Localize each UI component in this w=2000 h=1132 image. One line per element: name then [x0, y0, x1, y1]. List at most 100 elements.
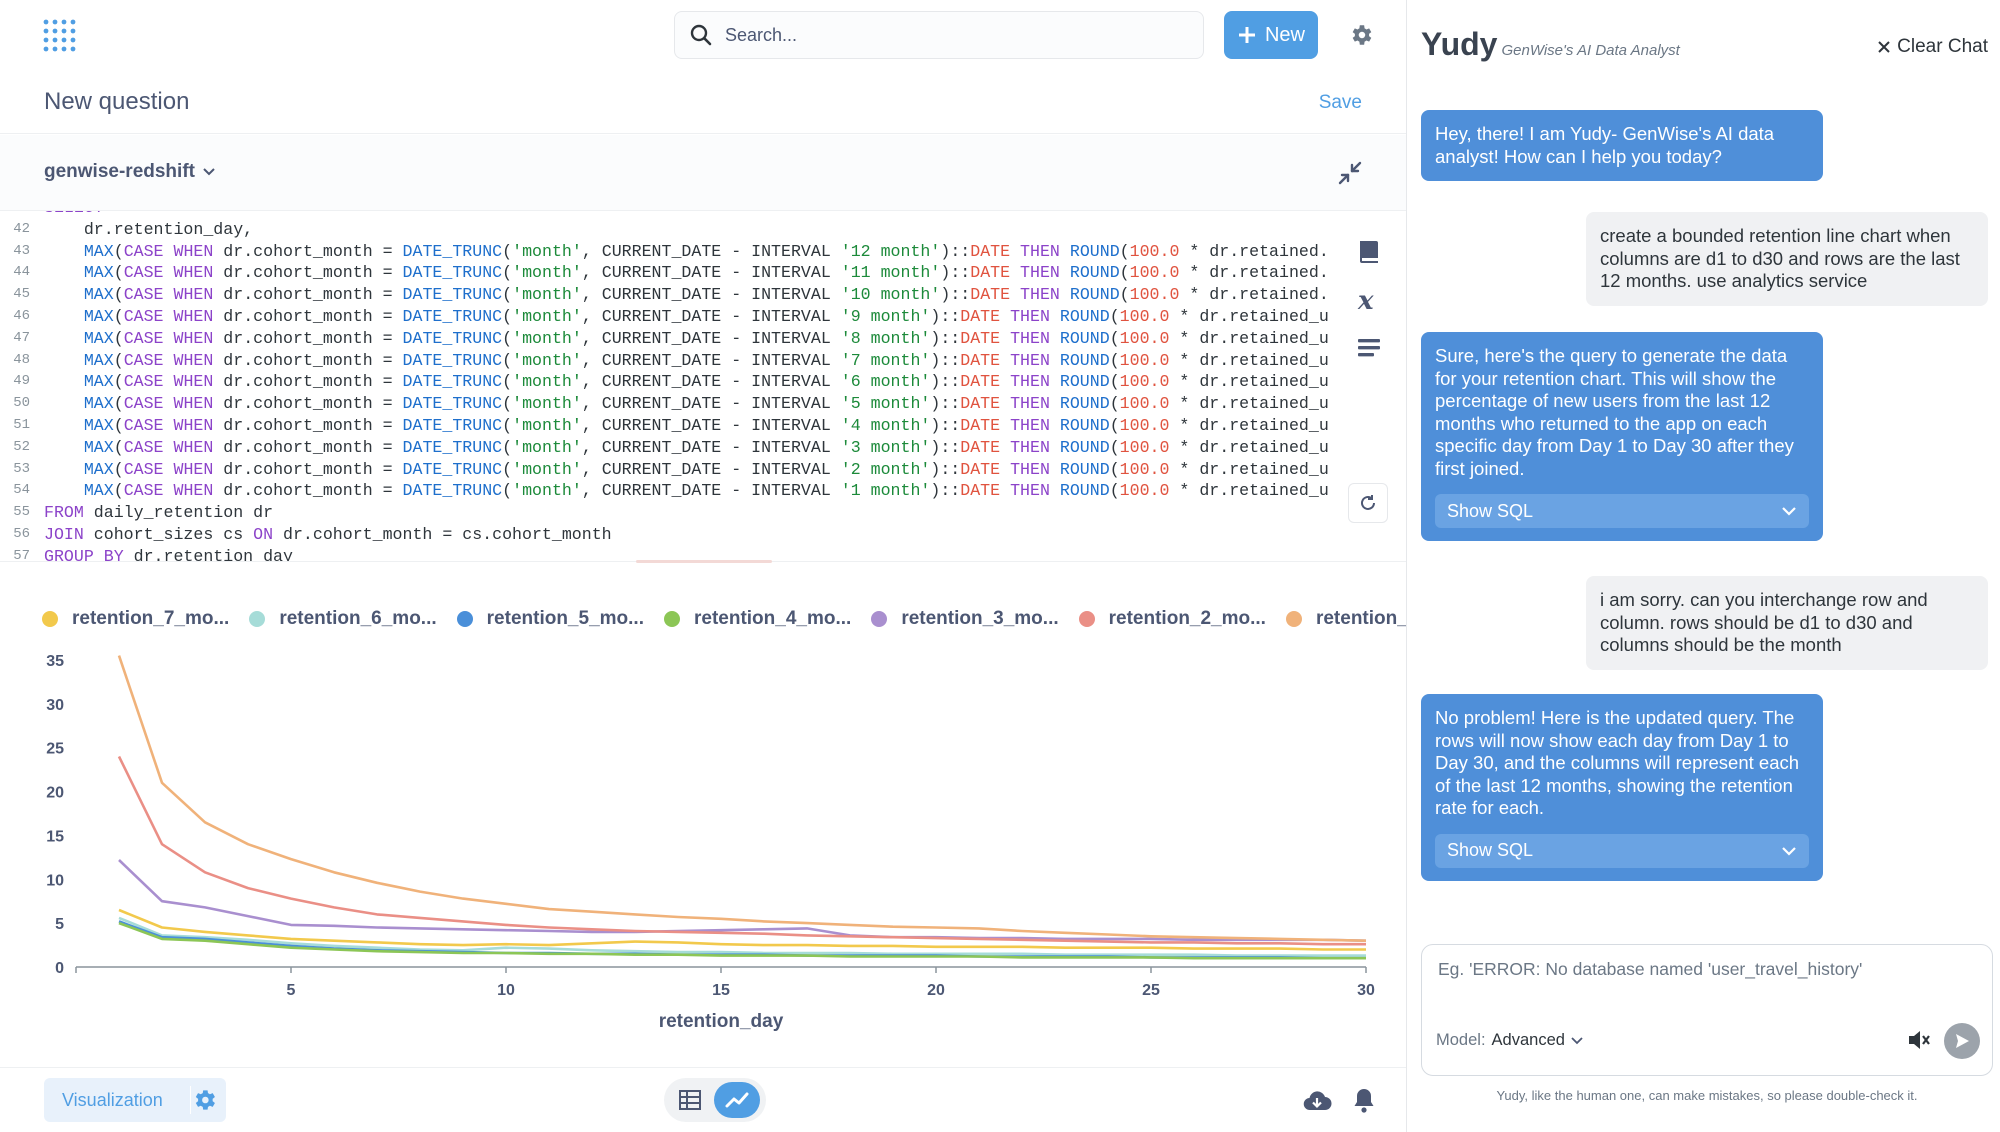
- code-token: *: [1169, 350, 1190, 370]
- database-selector[interactable]: genwise-redshift: [44, 161, 215, 183]
- code-token: (: [1109, 437, 1120, 457]
- code-token: )::: [930, 481, 961, 501]
- model-selector[interactable]: Model: Advanced: [1436, 1031, 1583, 1050]
- legend-item[interactable]: retention_6_mo...: [249, 608, 437, 630]
- chat-header: Yudy GenWise's AI Data Analyst: [1421, 26, 1680, 63]
- page-title[interactable]: New question: [44, 88, 190, 115]
- code-token: (: [1119, 285, 1130, 305]
- speaker-muted-icon[interactable]: [1906, 1027, 1932, 1053]
- snippets-lines-icon[interactable]: [1354, 333, 1384, 363]
- save-button[interactable]: Save: [1318, 92, 1362, 113]
- chart-view-button[interactable]: [714, 1082, 760, 1118]
- visualization-button[interactable]: Visualization: [44, 1078, 226, 1122]
- show-sql-button[interactable]: Show SQL: [1435, 833, 1809, 868]
- code-token: WHEN: [173, 241, 214, 261]
- legend-item[interactable]: retention_5_mo...: [456, 608, 644, 630]
- code-line: 42 dr.retention_day,: [0, 219, 1330, 241]
- code-token: (: [113, 415, 124, 435]
- sql-editor[interactable]: 41SELECT42 dr.retention_day,43 MAX(CASE …: [0, 211, 1330, 561]
- code-token: dr.retained_u: [1189, 437, 1329, 457]
- code-token: [1000, 372, 1010, 391]
- code-token: [831, 307, 841, 326]
- code-line: 57 GROUP BY dr.retention_day: [0, 546, 1330, 561]
- alert-bell-icon[interactable]: [1352, 1086, 1376, 1114]
- legend-item[interactable]: retention_2_mo...: [1078, 608, 1266, 630]
- code-token: WHEN: [173, 306, 214, 326]
- search-box[interactable]: [674, 11, 1204, 59]
- code-token: *: [1179, 263, 1200, 283]
- send-button[interactable]: [1944, 1023, 1980, 1059]
- legend-label: retention_7_mo...: [72, 608, 230, 629]
- settings-gear-icon[interactable]: [1348, 22, 1374, 48]
- show-sql-button[interactable]: Show SQL: [1435, 494, 1809, 528]
- code-token: [44, 481, 84, 500]
- legend-item[interactable]: retention_7_mo...: [42, 608, 229, 630]
- clear-chat-button[interactable]: Clear Chat: [1877, 36, 1988, 58]
- app-logo-icon[interactable]: [42, 18, 78, 54]
- code-token: dr.retained_u: [1189, 459, 1329, 479]
- variables-x-icon[interactable]: x: [1354, 285, 1384, 315]
- code-token: *: [1169, 328, 1190, 348]
- y-tick-label: 20: [46, 785, 64, 802]
- code-token: dr.cohort_month = cs.cohort_month: [273, 524, 612, 544]
- code-token: *: [1169, 481, 1190, 501]
- search-input[interactable]: [725, 24, 1165, 46]
- x-tick-label: 20: [927, 982, 945, 999]
- code-token: (: [1119, 263, 1130, 283]
- line-chart-icon: [725, 1092, 749, 1108]
- top-bar: New: [0, 0, 1406, 70]
- legend-item[interactable]: retention_3_mo...: [871, 608, 1059, 630]
- disclaimer-text: Yudy, like the human one, can make mista…: [1496, 1088, 1918, 1103]
- code-token: ROUND: [1069, 285, 1120, 305]
- code-token: MAX: [83, 306, 114, 326]
- code-token: 100.0: [1119, 394, 1170, 414]
- code-token: -: [721, 263, 752, 283]
- legend-color-dot: [456, 611, 473, 627]
- code-token: 'month': [512, 481, 582, 501]
- code-token: THEN: [1010, 350, 1050, 370]
- table-view-icon[interactable]: [676, 1086, 704, 1114]
- line-number: 55: [13, 504, 30, 521]
- collapse-editor-icon[interactable]: [1336, 159, 1364, 187]
- code-line: 52 MAX(CASE WHEN dr.cohort_month = DATE_…: [0, 437, 1330, 459]
- code-token: CASE: [123, 306, 164, 326]
- code-token: '1 month': [840, 481, 931, 501]
- run-query-button[interactable]: [1348, 483, 1388, 523]
- legend-color-dot: [1285, 611, 1302, 627]
- resize-handle[interactable]: [636, 560, 772, 563]
- data-reference-book-icon[interactable]: [1354, 237, 1384, 267]
- user-message: create a bounded retention line chart wh…: [1586, 212, 1988, 306]
- code-token: CURRENT_DATE: [601, 306, 722, 326]
- code-text: MAX(CASE WHEN dr.cohort_month = DATE_TRU…: [44, 350, 1329, 372]
- bottom-bar: Visualization: [0, 1067, 1406, 1132]
- code-token: (: [1119, 241, 1130, 261]
- code-token: )::: [930, 306, 961, 326]
- chat-input[interactable]: [1438, 959, 1978, 980]
- code-token: [831, 285, 841, 304]
- code-token: dr.cohort_month =: [213, 241, 403, 261]
- legend-item[interactable]: retention_4_mo...: [663, 608, 851, 630]
- code-token: '9 month': [840, 306, 931, 326]
- code-token: [1000, 438, 1010, 457]
- code-token: )::: [930, 372, 961, 392]
- code-token: DATE_TRUNC: [402, 306, 503, 326]
- code-token: CURRENT_DATE: [601, 350, 722, 370]
- send-arrow-icon: [1956, 1034, 1969, 1048]
- ai-chat-pane: Yudy GenWise's AI Data Analyst Clear Cha…: [1406, 0, 2000, 1132]
- code-token: INTERVAL: [751, 241, 831, 261]
- code-token: [831, 460, 841, 479]
- new-button-label: New: [1264, 23, 1305, 46]
- new-button[interactable]: New: [1224, 11, 1318, 59]
- assistant-subtitle: GenWise's AI Data Analyst: [1501, 42, 1680, 59]
- code-token: [164, 285, 174, 304]
- code-token: CURRENT_DATE: [601, 459, 722, 479]
- line-number: 57: [13, 547, 30, 561]
- code-token: WHEN: [173, 437, 214, 457]
- code-token: [831, 263, 841, 282]
- visualization-settings-gear-icon[interactable]: [190, 1086, 218, 1114]
- download-cloud-icon[interactable]: [1302, 1088, 1332, 1114]
- code-token: ,: [581, 372, 602, 392]
- code-text: MAX(CASE WHEN dr.cohort_month = DATE_TRU…: [44, 306, 1329, 328]
- model-value: Advanced: [1491, 1031, 1565, 1049]
- svg-text:x: x: [1357, 286, 1374, 315]
